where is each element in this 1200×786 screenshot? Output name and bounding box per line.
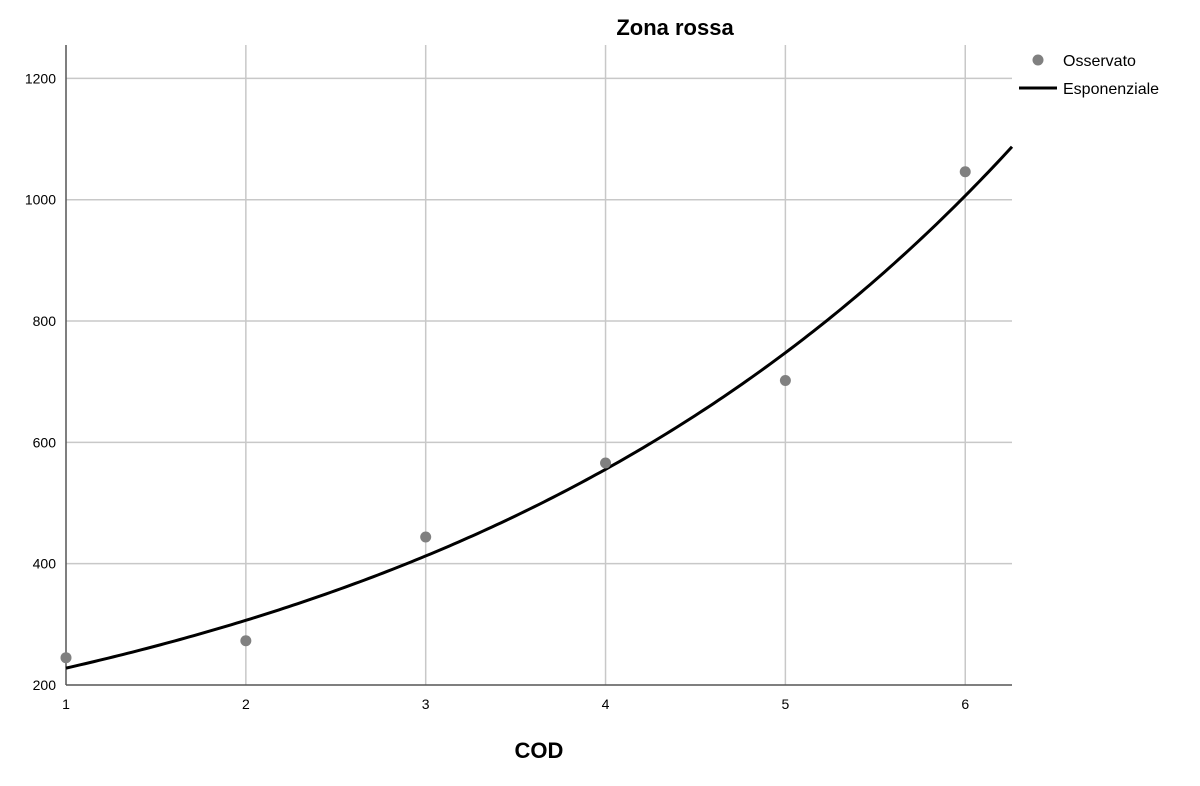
data-point-osservato [240, 635, 252, 647]
data-point-osservato [779, 374, 791, 386]
data-point-osservato [959, 166, 971, 178]
legend-marker-osservato [1032, 54, 1044, 66]
data-point-osservato [420, 531, 432, 543]
data-point-osservato [60, 652, 72, 664]
x-tick-labels: 1 2 3 4 5 6 [62, 696, 969, 712]
x-tick-label: 6 [961, 696, 969, 712]
chart-title: Zona rossa [616, 15, 734, 40]
y-tick-labels: 200 400 600 800 1000 1200 [25, 70, 56, 693]
x-tick-label: 3 [422, 696, 430, 712]
y-tick-label: 200 [33, 677, 57, 693]
y-tick-label: 1000 [25, 192, 56, 208]
y-tick-label: 1200 [25, 70, 56, 86]
data-point-osservato [600, 457, 612, 469]
legend-label-esponenziale: Esponenziale [1063, 81, 1159, 98]
legend: Osservato Esponenziale [1019, 53, 1159, 98]
y-tick-label: 600 [33, 434, 57, 450]
series [60, 145, 1014, 670]
series-esponenziale-curve [65, 145, 1014, 670]
y-tick-label: 400 [33, 556, 57, 572]
x-tick-label: 1 [62, 696, 70, 712]
grid [66, 45, 1012, 685]
x-tick-label: 5 [781, 696, 789, 712]
x-tick-label: 4 [602, 696, 610, 712]
y-tick-label: 800 [33, 313, 57, 329]
x-tick-label: 2 [242, 696, 250, 712]
axes [65, 45, 1012, 686]
x-axis-title: COD [515, 738, 564, 763]
legend-label-osservato: Osservato [1063, 53, 1136, 70]
